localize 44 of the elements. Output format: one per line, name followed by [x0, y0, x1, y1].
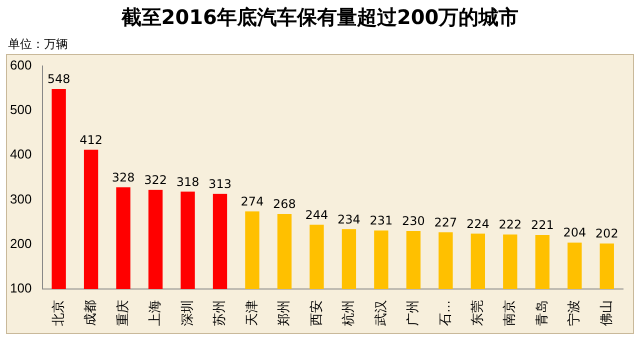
x-tick-label: 重庆: [114, 300, 130, 326]
x-tick-label: 郑州: [276, 300, 292, 326]
x-tick-label: 成都: [82, 300, 98, 326]
y-tick-label: 200: [10, 236, 32, 251]
data-label: 274: [240, 194, 264, 208]
data-label: 328: [112, 170, 135, 184]
x-tick-label: 宁波: [566, 300, 582, 326]
data-label: 204: [563, 226, 586, 240]
y-tick-label: 500: [10, 102, 32, 118]
x-tick-label: 杭州: [340, 300, 356, 327]
data-label: 230: [402, 214, 425, 228]
y-axis-title: 单位：万辆: [8, 36, 68, 53]
data-label: 268: [273, 197, 296, 212]
data-label: 548: [47, 72, 70, 86]
y-tick-label: 400: [10, 146, 32, 162]
y-tick-label: 100: [10, 280, 32, 296]
x-tick-label: 上海: [147, 300, 162, 326]
data-label: 202: [595, 226, 618, 241]
data-label: 234: [338, 212, 360, 226]
x-tick-label: 石…: [437, 300, 452, 326]
x-tick-label: 广州: [405, 300, 420, 326]
x-tick-label: 西安: [308, 300, 324, 326]
data-label: 322: [144, 173, 167, 188]
data-label: 244: [305, 208, 328, 222]
x-tick-label: 青岛: [534, 300, 549, 326]
y-tick-label: 300: [10, 191, 32, 206]
x-tick-label: 南京: [502, 300, 517, 326]
data-label: 221: [530, 218, 554, 232]
x-tick-label: 武汉: [372, 300, 388, 326]
data-label: 224: [466, 216, 490, 231]
x-tick-label: 东莞: [470, 300, 484, 326]
data-label: 231: [370, 214, 393, 228]
x-tick-label: 北京: [50, 300, 66, 326]
data-label: 227: [434, 215, 458, 230]
data-label: 318: [176, 174, 200, 189]
x-tick-label: 深圳: [179, 300, 194, 326]
data-label: 222: [498, 218, 522, 232]
data-label: 412: [80, 132, 102, 147]
x-tick-label: 天津: [244, 300, 259, 326]
y-tick-label: 600: [10, 57, 32, 72]
chart-title: 截至2016年底汽车保有量超过200万的城市: [120, 4, 520, 31]
data-label: 313: [208, 177, 232, 192]
x-tick-label: 佛山: [598, 300, 614, 326]
x-tick-label: 苏州: [212, 300, 227, 326]
